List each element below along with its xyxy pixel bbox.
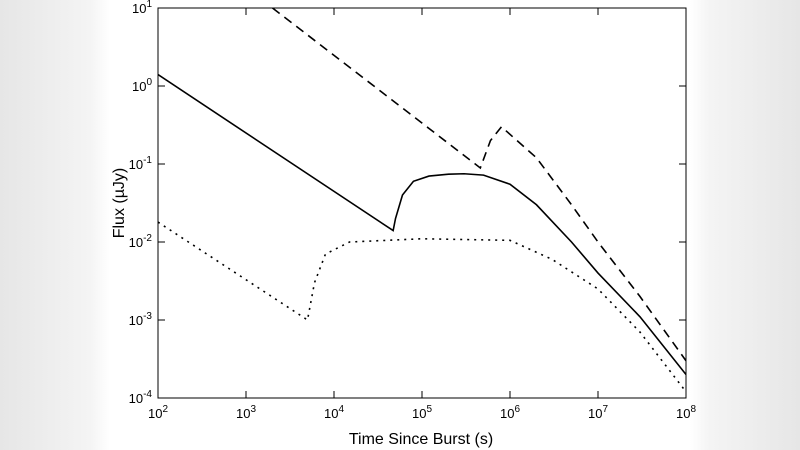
tick-base: 10 (412, 406, 426, 421)
tick-exponent: -4 (143, 389, 152, 400)
tick-exponent: 4 (338, 404, 344, 415)
tick-label: 106 (500, 404, 520, 421)
tick-exponent: 3 (250, 404, 256, 415)
tick-base: 10 (129, 235, 143, 250)
tick-base: 10 (500, 406, 514, 421)
plot-frame (157, 7, 687, 399)
series-line (158, 73, 686, 376)
tick-base: 10 (236, 406, 250, 421)
tick-exponent: 1 (146, 0, 152, 10)
tick-label: 107 (588, 404, 608, 421)
tick-exponent: 5 (426, 404, 432, 415)
tick-label: 108 (676, 404, 696, 421)
tick-base: 10 (148, 406, 162, 421)
tick-base: 10 (129, 391, 143, 406)
tick-label: 10-2 (129, 233, 153, 250)
series-line (158, 221, 686, 393)
tick-label: 103 (236, 404, 256, 421)
tick-label: 102 (148, 404, 168, 421)
tick-label: 10-1 (129, 155, 153, 172)
tick-label: 105 (412, 404, 432, 421)
tick-exponent: 0 (146, 77, 152, 88)
tick-label: 101 (132, 0, 152, 16)
tick-base: 10 (132, 79, 146, 94)
tick-label: 104 (324, 404, 344, 421)
tick-base: 10 (324, 406, 338, 421)
tick-exponent: 6 (514, 404, 520, 415)
tick-exponent: 8 (690, 404, 696, 415)
tick-exponent: -3 (143, 311, 152, 322)
tick-exponent: -1 (143, 155, 152, 166)
tick-label: 10-4 (129, 389, 153, 406)
tick-base: 10 (588, 406, 602, 421)
series-line (272, 8, 686, 362)
tick-base: 10 (129, 157, 143, 172)
tick-exponent: 2 (162, 404, 168, 415)
tick-base: 10 (129, 313, 143, 328)
tick-exponent: 7 (602, 404, 608, 415)
y-axis-label: Flux (µJy) (111, 168, 128, 239)
tick-label: 100 (132, 77, 152, 94)
x-axis-label: Time Since Burst (s) (349, 431, 493, 448)
tick-exponent: -2 (143, 233, 152, 244)
tick-label: 10-3 (129, 311, 153, 328)
tick-base: 10 (132, 1, 146, 16)
tick-base: 10 (676, 406, 690, 421)
